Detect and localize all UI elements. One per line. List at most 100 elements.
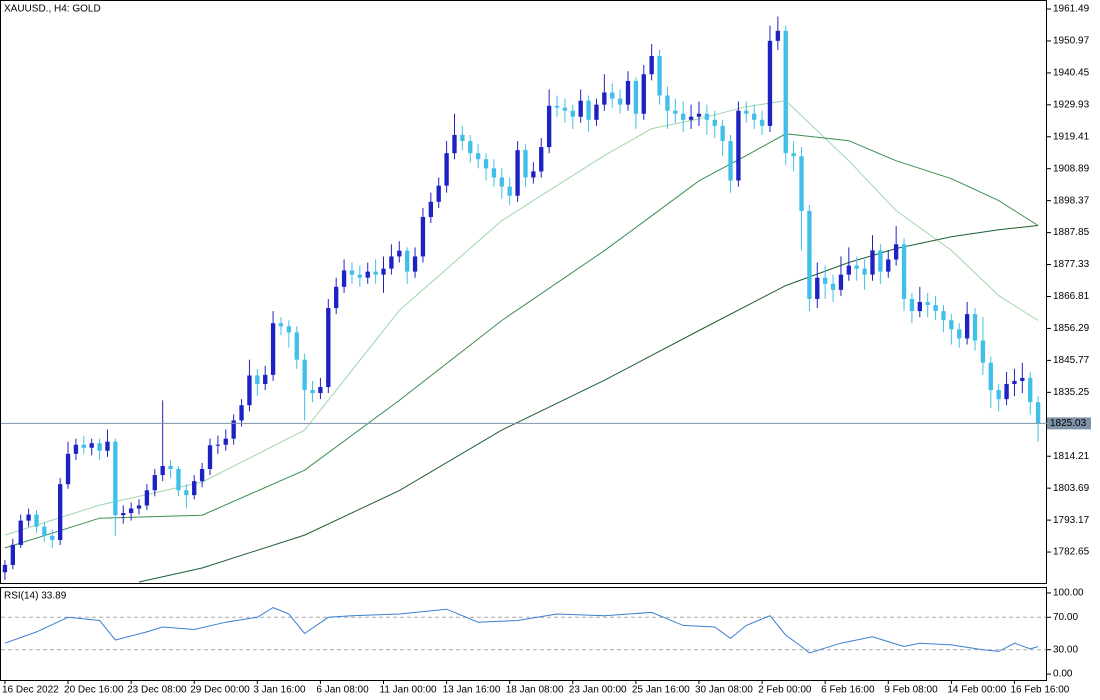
candle-body <box>523 150 528 178</box>
candle-body <box>334 286 339 309</box>
x-tick-label: 29 Dec 00:00 <box>190 685 250 696</box>
candle-body <box>1028 377 1033 403</box>
candle-body <box>964 314 970 339</box>
candle-body <box>247 375 252 406</box>
candle-body <box>933 305 938 312</box>
candle-body <box>412 256 418 272</box>
candle-body <box>2 564 8 573</box>
candle-body <box>546 105 552 148</box>
candle-body <box>270 323 276 375</box>
y-tick-label: 1793.17 <box>1053 515 1090 526</box>
x-tick-label: 23 Jan 00:00 <box>569 685 627 696</box>
y-tick-label: 1908.89 <box>1053 163 1090 174</box>
candle-body <box>1020 377 1025 381</box>
x-tick-label: 23 Dec 08:00 <box>127 685 187 696</box>
candle-body <box>759 119 765 126</box>
y-tick-label: 1919.41 <box>1053 131 1090 142</box>
candle-body <box>278 323 284 327</box>
candle-body <box>263 374 268 384</box>
candle-body <box>128 508 134 514</box>
candle-body <box>862 268 867 275</box>
y-tick-label: 1961.49 <box>1053 4 1090 15</box>
candle-body <box>688 116 694 120</box>
candle-body <box>594 104 599 120</box>
candle-body <box>168 465 173 470</box>
candle-body <box>57 484 63 541</box>
candle-body <box>507 186 512 196</box>
x-tick-label: 18 Jan 08:00 <box>506 685 564 696</box>
y-tick-label: 1803.69 <box>1053 483 1090 494</box>
candle-body <box>144 490 150 506</box>
rsi-panel-frame <box>0 587 1047 681</box>
candle-body <box>909 298 915 312</box>
candle-body <box>531 171 536 178</box>
candle-body <box>681 113 686 120</box>
candle-body <box>925 301 930 306</box>
candle-body <box>231 420 236 439</box>
candle-body <box>704 113 710 120</box>
last-price-box <box>1047 417 1091 430</box>
x-tick-label: 14 Feb 00:00 <box>947 685 1006 696</box>
candle-body <box>136 505 142 509</box>
candle-body <box>18 520 23 545</box>
candle-body <box>420 216 426 257</box>
candle-body <box>1012 380 1017 384</box>
candle-body <box>10 544 15 565</box>
candle-body <box>34 514 39 527</box>
candle-body <box>570 110 575 117</box>
candle-body <box>649 56 654 75</box>
candle-body <box>610 92 615 99</box>
candle-body <box>1004 383 1009 400</box>
candle-body <box>318 387 323 394</box>
candle-body <box>365 271 370 278</box>
candle-body <box>452 134 457 154</box>
candle-body <box>483 159 489 169</box>
candle-body <box>633 80 639 114</box>
x-tick-label: 25 Jan 16:00 <box>632 685 690 696</box>
candle-body <box>830 283 836 290</box>
y-tick-label: 1814.21 <box>1053 451 1090 462</box>
candle-body <box>744 110 749 114</box>
candle-body <box>783 30 788 154</box>
y-tick-label: 0.00 <box>1053 669 1073 680</box>
candle-body <box>815 277 820 299</box>
candle-body <box>562 107 568 111</box>
candle-body <box>838 274 844 290</box>
x-tick-label: 3 Jan 16:00 <box>253 685 306 696</box>
indicator-line <box>138 225 1039 583</box>
candle-body <box>799 156 804 211</box>
candle-body <box>917 301 922 312</box>
candle-body <box>65 453 71 485</box>
x-tick-label: 20 Dec 16:00 <box>64 685 124 696</box>
candle-body <box>152 475 157 491</box>
candle-body <box>113 441 118 516</box>
candle-body <box>657 56 662 96</box>
candle-body <box>302 359 307 391</box>
candle-body <box>767 40 773 126</box>
indicator-line <box>4 100 1039 536</box>
indicator-line <box>4 607 1039 654</box>
candle-body <box>736 110 741 181</box>
candle-body <box>673 110 678 114</box>
candle-body <box>373 271 378 275</box>
candle-body <box>846 265 851 275</box>
candle-body <box>641 74 646 114</box>
candle-body <box>397 250 402 257</box>
candle-body <box>499 177 504 187</box>
candle-body <box>428 201 433 217</box>
x-tick-label: 6 Jan 08:00 <box>316 685 369 696</box>
candle-body <box>539 147 544 172</box>
candle-body <box>81 444 86 448</box>
y-tick-label: 1898.37 <box>1053 195 1090 206</box>
candle-body <box>310 390 315 394</box>
y-tick-label: 70.00 <box>1053 612 1078 623</box>
candle-body <box>791 153 796 157</box>
x-tick-label: 16 Dec 2022 <box>2 685 59 696</box>
x-tick-label: 6 Feb 16:00 <box>821 685 875 696</box>
candle-body <box>980 340 986 363</box>
candle-body <box>886 259 891 272</box>
rsi-title: RSI(14) 33.89 <box>4 591 67 602</box>
candle-body <box>554 105 560 108</box>
candle-body <box>854 265 859 269</box>
